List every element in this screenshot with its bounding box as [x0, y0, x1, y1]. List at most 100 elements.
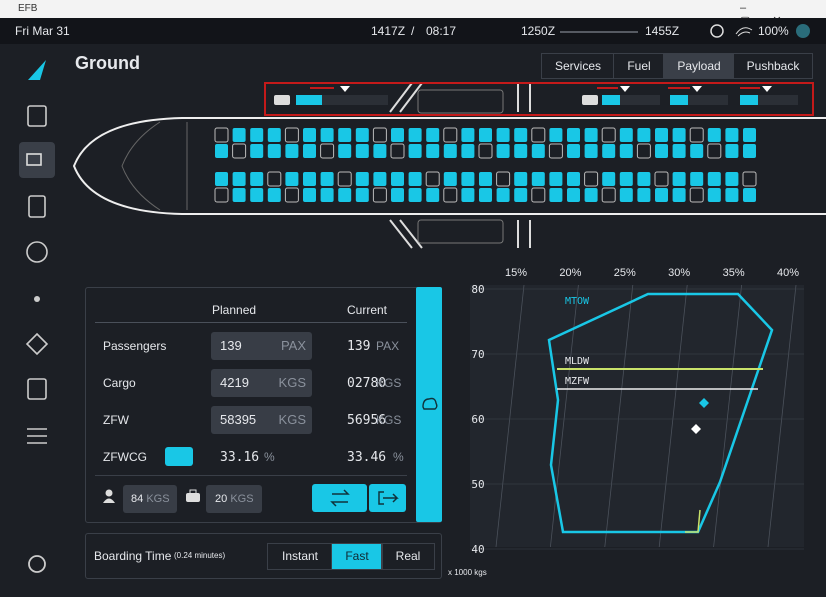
- seat: [320, 128, 334, 142]
- seat: [742, 171, 757, 187]
- boarding-option[interactable]: Instant: [267, 543, 333, 570]
- seat: [531, 144, 545, 158]
- nav-ground[interactable]: [19, 142, 55, 178]
- limit-label: MLDW: [565, 356, 590, 367]
- boarding-option[interactable]: Real: [381, 543, 435, 570]
- utc-time: 1417Z: [371, 24, 406, 38]
- seat: [461, 172, 475, 186]
- swap-button[interactable]: [312, 484, 368, 513]
- cg-trace: [685, 509, 701, 533]
- nav-calculator[interactable]: [28, 195, 46, 218]
- boarding-option[interactable]: Fast: [331, 543, 383, 570]
- y-label: 50: [471, 478, 484, 491]
- planned-value: 58395: [220, 412, 257, 427]
- row-label: Cargo: [103, 376, 136, 390]
- nav-navigation[interactable]: [26, 241, 48, 263]
- bag-icon: [186, 489, 200, 502]
- seat: [284, 127, 299, 143]
- seat: [531, 127, 546, 143]
- seat: [690, 172, 704, 186]
- seat: [479, 128, 492, 142]
- x-label: 25%: [614, 267, 636, 279]
- seat: [214, 127, 229, 143]
- seat: [602, 172, 616, 186]
- nav-settings[interactable]: [28, 555, 46, 573]
- seat: [584, 188, 598, 202]
- seat: [567, 128, 580, 142]
- seat: [443, 172, 457, 186]
- seat: [707, 143, 722, 159]
- nav-failures[interactable]: [25, 332, 49, 356]
- seat: [637, 188, 651, 202]
- unload-button[interactable]: [369, 484, 407, 513]
- seat: [672, 172, 686, 186]
- chart-area: [470, 285, 804, 547]
- nav-checklist[interactable]: [27, 105, 47, 127]
- seat: [232, 128, 246, 142]
- seat: [725, 172, 739, 186]
- shuffle-button[interactable]: [165, 447, 193, 466]
- seat: [672, 188, 686, 202]
- seat: [372, 127, 387, 143]
- tab[interactable]: Payload: [663, 53, 735, 79]
- table-rule: [95, 322, 407, 323]
- nav-ground-icon: [26, 153, 42, 166]
- x-label: 20%: [559, 267, 581, 279]
- local-time: 08:17: [426, 24, 457, 38]
- seat: [338, 144, 352, 158]
- seat: [338, 188, 352, 202]
- seat: [619, 128, 633, 142]
- bag-weight-unit: KGS: [230, 493, 254, 505]
- planned-field[interactable]: 4219 KGS: [211, 369, 312, 397]
- grid-line: [767, 284, 797, 548]
- seat: [461, 188, 475, 202]
- flight-progress: [560, 31, 638, 33]
- seat: [408, 188, 422, 202]
- cargo-highlight: [264, 82, 814, 116]
- cargo-door: [417, 89, 504, 114]
- seat: [584, 171, 599, 187]
- seat: [232, 172, 246, 186]
- grid-line: [495, 284, 525, 548]
- nav-checklists[interactable]: [27, 378, 47, 400]
- seat: [250, 172, 264, 186]
- cg-envelope: [547, 292, 774, 534]
- seat: [320, 143, 335, 159]
- cargo-door: [417, 219, 504, 244]
- seat: [584, 128, 598, 142]
- cloud-icon: [422, 397, 438, 410]
- seat: [285, 172, 299, 186]
- tab[interactable]: Fuel: [613, 53, 665, 79]
- seat: [214, 187, 229, 203]
- seat: [619, 144, 633, 158]
- status-icons: [710, 24, 753, 38]
- planned-field[interactable]: 58395 KGS: [211, 406, 312, 434]
- seat: [655, 188, 668, 202]
- seat: [479, 188, 492, 202]
- seat: [567, 144, 580, 158]
- seat: [584, 144, 598, 158]
- nav-settings-sliders[interactable]: [27, 428, 47, 444]
- seat: [496, 188, 510, 202]
- departure-time: 1250Z: [521, 24, 556, 38]
- seat: [514, 188, 528, 202]
- tab[interactable]: Services: [541, 53, 615, 79]
- seat: [743, 188, 756, 202]
- current-unit: PAX: [376, 339, 400, 353]
- load-button[interactable]: [416, 287, 442, 522]
- seat: [637, 128, 651, 142]
- seat: [215, 172, 228, 186]
- tab[interactable]: Pushback: [733, 53, 813, 79]
- nav-atc[interactable]: [34, 296, 40, 302]
- seat: [655, 128, 668, 142]
- seat: [232, 143, 247, 159]
- bag-weight-field[interactable]: 20 KGS: [206, 485, 262, 513]
- column-header: Current: [347, 303, 388, 317]
- pax-weight-field[interactable]: 84 KGS: [123, 485, 177, 513]
- seat: [602, 144, 616, 158]
- planned-field[interactable]: 139 PAX: [211, 332, 312, 360]
- seat: [284, 187, 299, 203]
- window-title: EFB: [18, 3, 38, 14]
- seat: [267, 171, 282, 187]
